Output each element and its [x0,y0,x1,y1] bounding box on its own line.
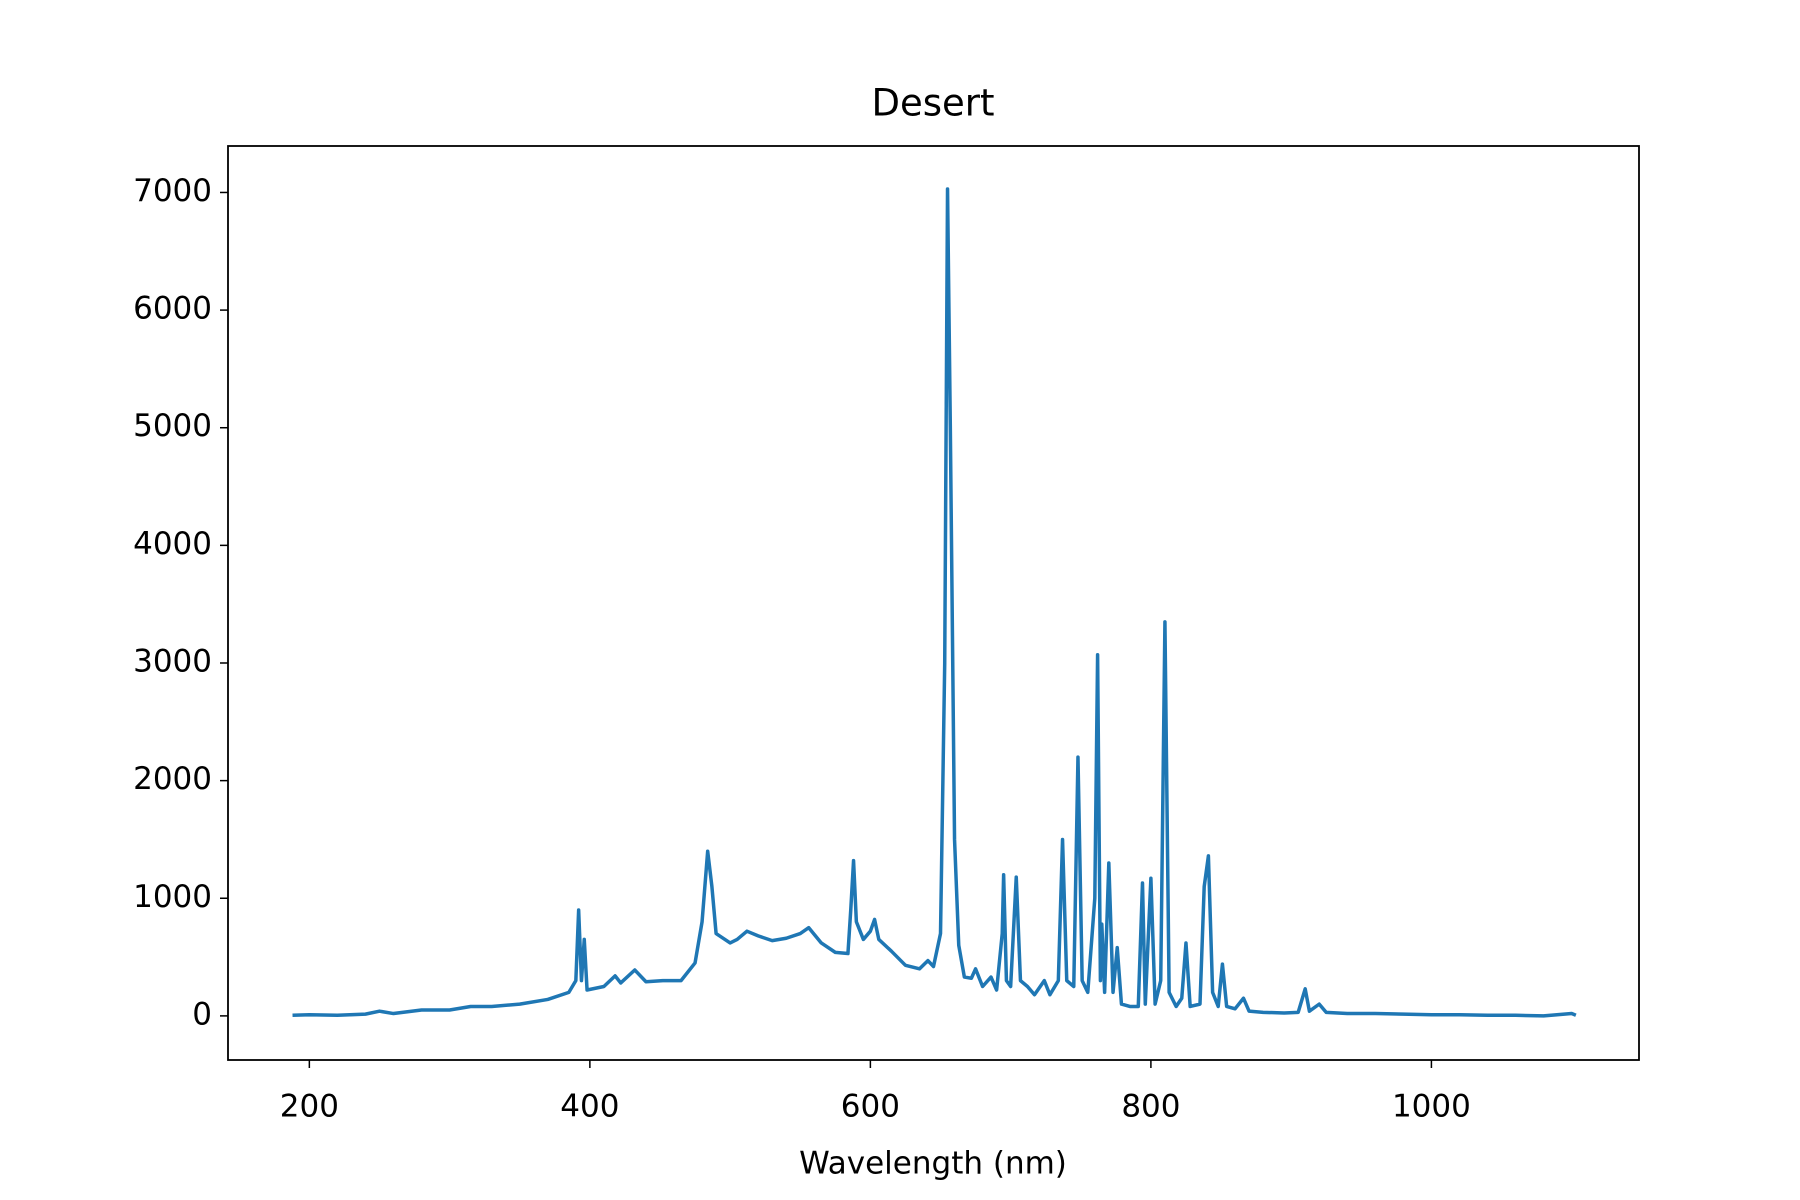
y-tick-label: 6000 [133,291,212,327]
y-tick-label: 0 [192,996,212,1032]
x-tick-label: 200 [280,1089,339,1125]
axes-frame [227,145,1640,1061]
chart-title: Desert [871,82,994,125]
x-tick-label: 800 [1121,1089,1180,1125]
y-tick-label: 4000 [133,526,212,562]
x-tick-label: 1000 [1392,1089,1471,1125]
x-axis-label: Wavelength (nm) [799,1146,1067,1182]
y-tick-label: 3000 [133,643,212,679]
x-tick-label: 400 [560,1089,619,1125]
y-tick-label: 2000 [133,761,212,797]
line-series [292,187,1577,1018]
x-tick-label: 600 [841,1089,900,1125]
y-tick-label: 7000 [133,173,212,209]
y-tick-label: 5000 [133,408,212,444]
y-tick-label: 1000 [133,879,212,915]
